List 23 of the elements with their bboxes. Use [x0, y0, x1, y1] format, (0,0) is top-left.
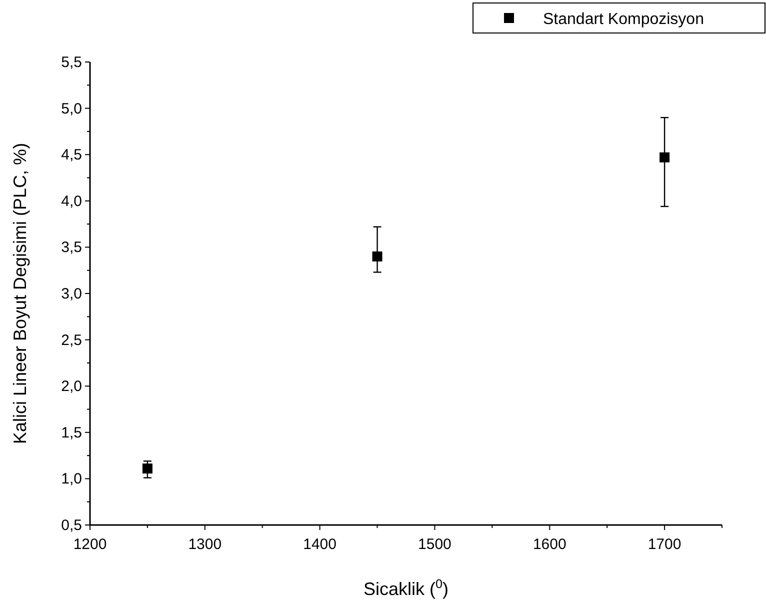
y-tick-label: 5,5	[61, 54, 82, 71]
x-tick-label: 1300	[188, 536, 222, 553]
point	[372, 251, 382, 262]
legend-label: Standart Kompozisyon	[543, 11, 704, 28]
point	[142, 464, 152, 474]
y-tick-label: 1,5	[61, 424, 82, 442]
x-tick-label: 1600	[532, 536, 566, 553]
y-axis-title: Kalici Lineer Boyut Degisimi (PLC, %)	[10, 142, 30, 444]
y-tick-label: 0,5	[61, 517, 82, 534]
y-tick-label: 4,5	[61, 146, 82, 164]
x-tick-label: 1200	[73, 536, 107, 553]
x-tick-label: 1400	[303, 536, 337, 553]
x-tick-label: 1500	[418, 536, 452, 553]
y-tick-label: 2,0	[61, 378, 82, 396]
x-tick-label: 1700	[648, 536, 682, 553]
y-tick-label: 5,0	[61, 100, 82, 118]
y-tick-label: 4,0	[61, 192, 82, 210]
y-tick-label: 3,5	[61, 239, 82, 256]
y-tick-label: 1,0	[61, 470, 82, 488]
y-tick-label: 3,0	[61, 286, 82, 302]
y-tick-label: 2,5	[61, 332, 82, 349]
point	[660, 152, 670, 162]
x-axis-title: Sicaklik ($^{0}$)	[363, 577, 449, 599]
